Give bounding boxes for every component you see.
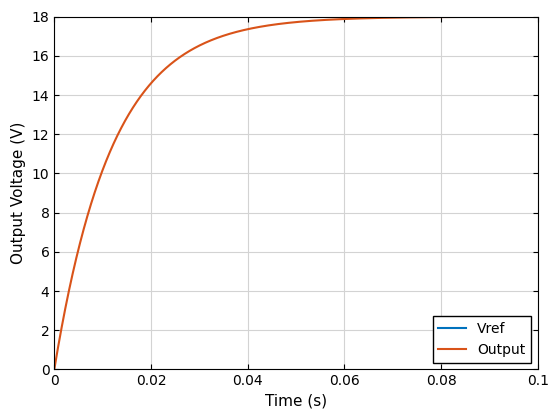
Vref: [51, 14, 58, 19]
Vref: [535, 14, 542, 19]
Output: [51, 367, 58, 372]
Output: [449, 14, 455, 19]
Vref: [412, 14, 418, 19]
X-axis label: Time (s): Time (s): [265, 394, 327, 409]
Output: [236, 29, 242, 34]
Output: [366, 16, 372, 21]
Output: [412, 15, 418, 20]
Output: [139, 92, 146, 97]
Vref: [341, 14, 348, 19]
Vref: [366, 14, 372, 19]
Y-axis label: Output Voltage (V): Output Voltage (V): [11, 122, 26, 264]
Legend: Vref, Output: Vref, Output: [433, 317, 531, 362]
Output: [341, 16, 348, 21]
Vref: [139, 14, 146, 19]
Line: Output: Output: [54, 17, 538, 370]
Vref: [449, 14, 455, 19]
Output: [535, 14, 542, 19]
Vref: [236, 14, 242, 19]
